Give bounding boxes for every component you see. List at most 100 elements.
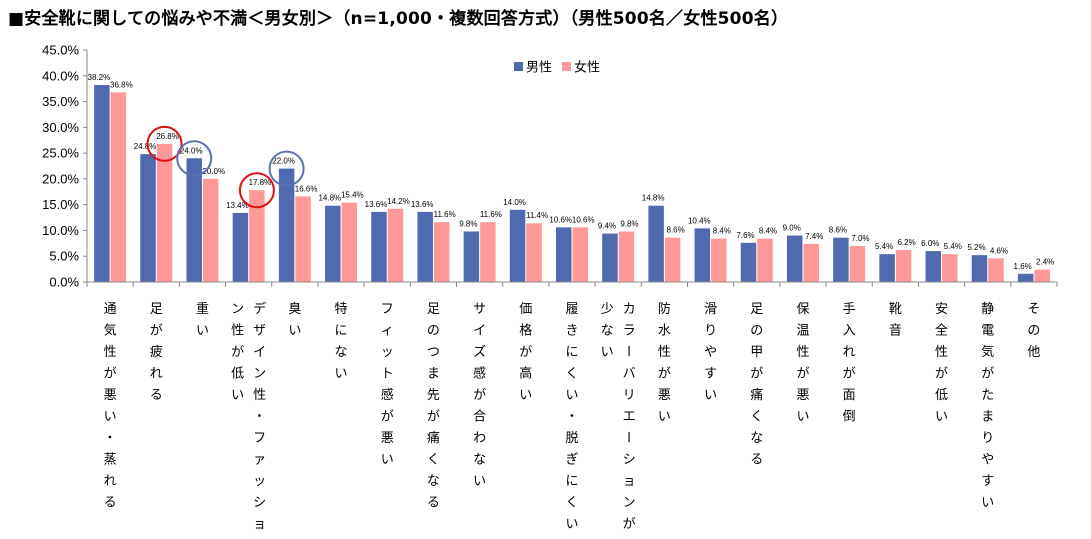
category-label: 靴音	[889, 302, 902, 339]
category-label-char: い	[935, 410, 948, 425]
data-label-male: 1.6%	[1014, 262, 1032, 271]
category-label-char: く	[427, 453, 440, 468]
category-label-char: 価	[519, 302, 532, 317]
category-label-char: 保	[796, 302, 809, 317]
category-label-char: 感	[381, 387, 394, 403]
category-label-char: 電	[981, 324, 994, 339]
data-label-male: 14.8%	[642, 194, 665, 203]
bar-female	[295, 196, 311, 282]
category-label-char: 通	[104, 302, 117, 317]
category-label-char: リ	[623, 388, 636, 403]
category-label-char: 低	[935, 388, 948, 403]
bar-male	[648, 205, 664, 282]
bar-female	[1034, 269, 1050, 282]
category-label-char: の	[750, 324, 763, 339]
bar-female	[433, 222, 450, 282]
category-label-char: 痛	[750, 387, 763, 403]
category-label-char: 低	[231, 367, 244, 382]
bar-male	[232, 212, 249, 282]
category-label-char: 滑	[704, 302, 717, 317]
category-label-char: な	[427, 474, 440, 489]
category-label-char: ッ	[381, 345, 394, 360]
bar-male	[740, 242, 757, 282]
data-label-male: 5.2%	[967, 243, 985, 252]
category-label-char: 防	[658, 301, 671, 317]
category-label-char: や	[704, 345, 717, 360]
category-label-char: 倒	[843, 410, 856, 425]
data-label-male: 13.6%	[411, 200, 434, 209]
data-label-female: 20.0%	[202, 167, 225, 176]
y-tick-label: 40.0%	[42, 68, 79, 83]
data-label-female: 15.4%	[341, 191, 364, 200]
category-label-char: な	[473, 453, 486, 468]
category-label-char: り	[704, 324, 717, 339]
category-label-char: フ	[381, 302, 394, 317]
category-label-char: く	[565, 496, 578, 511]
category-label-char: る	[750, 453, 763, 468]
category-label-char: す	[981, 474, 994, 489]
data-labels: 38.2%36.8% 24.8%26.8%24.0% 20.0% 13.4% 17.8%…	[88, 73, 1055, 271]
category-label-char: が	[796, 367, 809, 382]
bar-female	[156, 143, 173, 282]
category-label-char: の	[1027, 324, 1040, 339]
category-label-char: が	[658, 367, 671, 382]
category-label-char: な	[335, 345, 348, 360]
data-label-male: 13.4%	[226, 201, 249, 210]
category-label-char: 特	[335, 302, 348, 317]
category-label-char: 全	[935, 323, 948, 339]
category-label-char: な	[750, 431, 763, 446]
category-label-char: が	[935, 367, 948, 382]
annotations	[146, 125, 305, 209]
y-tick-label: 5.0%	[49, 249, 79, 264]
category-label-char: わ	[473, 431, 486, 446]
y-tick-label: 35.0%	[42, 94, 79, 109]
data-label-female: 11.6%	[434, 210, 456, 219]
category-label-char: 性	[796, 345, 809, 360]
category-label-char: 温	[796, 324, 809, 339]
bar-female	[387, 208, 404, 282]
category-label-char: ザ	[253, 324, 266, 339]
category-label-char: 先	[427, 388, 440, 403]
category-label-char: 性	[253, 388, 266, 403]
data-label-female: 14.2%	[387, 197, 410, 206]
data-label-female: 4.6%	[990, 246, 1008, 255]
category-label-char: い	[658, 410, 671, 425]
category-label-char: 合	[473, 410, 486, 425]
category-label-char: ョ	[623, 474, 636, 489]
legend-swatch-male	[514, 62, 523, 71]
category-label-char: た	[981, 388, 994, 403]
highlight-circle	[176, 140, 213, 177]
data-label-female: 36.8%	[110, 80, 133, 89]
data-label-male: 9.0%	[783, 224, 801, 233]
bar-male	[786, 235, 803, 282]
highlight-circle	[268, 150, 305, 187]
data-label-female: 8.6%	[667, 226, 685, 235]
data-label-female: 8.4%	[759, 227, 777, 236]
category-label-char: ト	[381, 367, 394, 382]
bar-female	[849, 245, 866, 282]
data-label-male: 10.6%	[549, 215, 572, 224]
category-label-char: 入	[843, 324, 856, 339]
category-label-char: ッ	[253, 474, 266, 489]
bar-female	[526, 223, 542, 282]
bar-female	[711, 238, 727, 282]
axes	[83, 49, 1058, 287]
data-label-male: 10.4%	[688, 216, 711, 225]
category-label-char: ・	[251, 409, 266, 422]
bar-male	[925, 251, 942, 282]
bar-female	[803, 243, 819, 282]
highlight-circle	[238, 172, 275, 209]
category-label-char: い	[796, 410, 809, 425]
bar-male	[417, 211, 433, 282]
category-label-char: い	[981, 496, 994, 511]
category-label-char: が	[427, 410, 440, 425]
data-label-female: 26.8%	[156, 132, 179, 141]
category-label-char: き	[565, 324, 578, 339]
category-label-char: つ	[427, 345, 440, 360]
